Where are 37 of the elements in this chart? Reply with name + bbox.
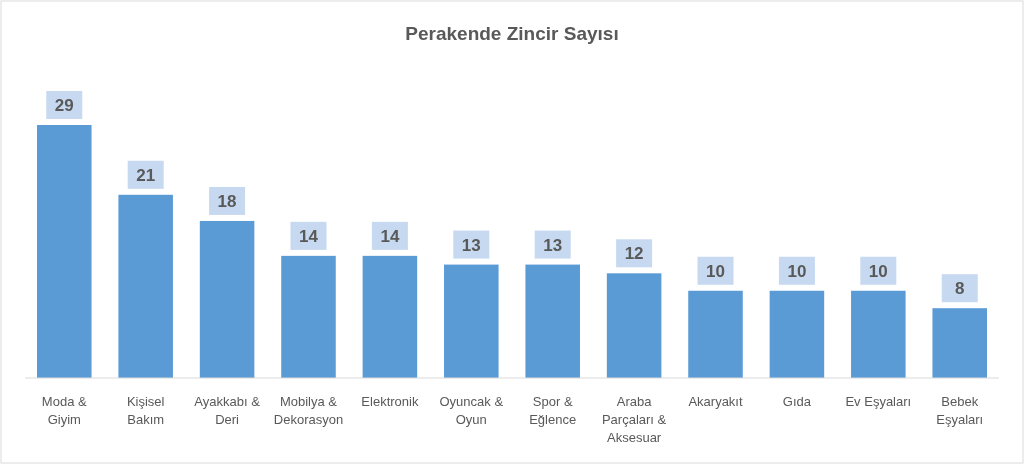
data-label: 12 (624, 244, 644, 264)
bar (199, 220, 255, 378)
data-label: 8 (954, 279, 965, 299)
bar (525, 264, 580, 378)
bar (851, 290, 906, 378)
x-tick-label: Elektronik (361, 394, 419, 409)
chart-title: Perakende Zincir Sayısı (405, 23, 619, 44)
data-label: 18 (217, 191, 237, 211)
data-label: 14 (299, 226, 319, 246)
x-tick-label: Ayakkabı & Deri (194, 394, 261, 427)
x-tick-label: Gıda (782, 394, 812, 409)
data-label: 10 (787, 261, 807, 281)
x-tick-label: Araba Parçaları & Aksesuar (601, 394, 667, 445)
bar (281, 255, 336, 378)
x-tick-label: Ev Eşyaları (845, 394, 912, 409)
x-tick-label: Kişisel Bakım (126, 394, 165, 427)
bar (444, 264, 499, 378)
bar (118, 194, 173, 378)
data-label: 14 (380, 226, 400, 246)
data-label: 13 (461, 235, 481, 255)
x-tick-label: Oyuncak & Oyun (439, 394, 504, 427)
data-label: 29 (54, 96, 74, 115)
x-tick-label: Bebek Eşyaları (936, 394, 984, 427)
bar (606, 273, 662, 378)
bar (932, 308, 987, 378)
data-label: 21 (136, 165, 156, 185)
data-label: 10 (868, 261, 888, 281)
x-tick-label: Akaryakıt (688, 394, 743, 409)
bar (688, 290, 743, 378)
data-label: 10 (706, 261, 725, 281)
x-tick-label: Moda & Giyim (41, 394, 87, 427)
bar (769, 290, 825, 378)
x-tick-label: Mobilya & Dekorasyon (273, 394, 344, 427)
bar (362, 255, 418, 378)
data-label: 13 (543, 235, 563, 255)
x-tick-label: Spor & Eğlence (529, 394, 577, 427)
bar (37, 125, 92, 378)
